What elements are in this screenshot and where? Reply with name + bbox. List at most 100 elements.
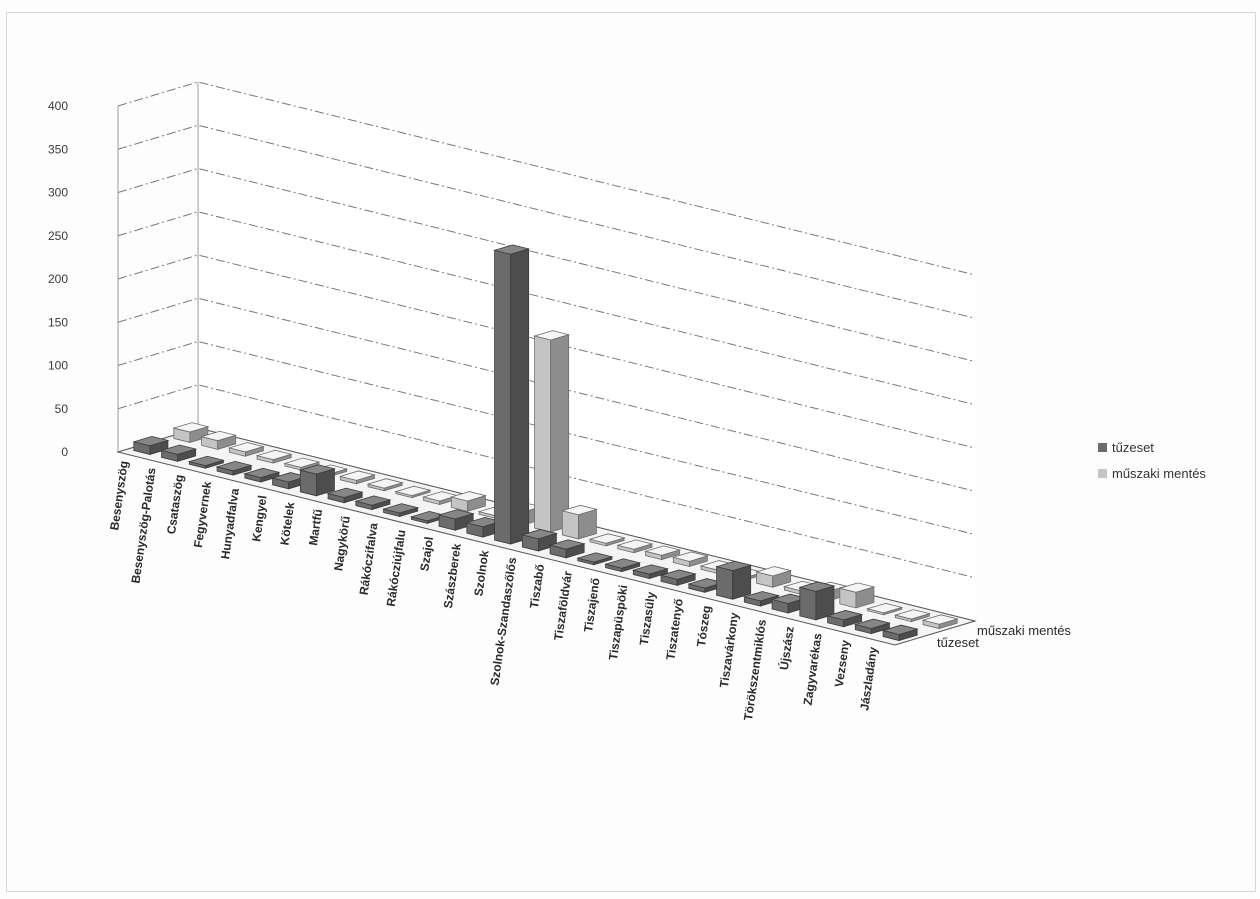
bar-tuzeset-top: [826, 610, 864, 621]
legend-label-series-1: tűzeset: [1112, 439, 1154, 455]
gridline: [117, 254, 976, 449]
gridline: [117, 167, 976, 362]
legend: tűzeset műszaki mentés: [1098, 434, 1206, 486]
bar-muszaki-top: [366, 478, 404, 489]
category-label: Fegyvernek: [191, 480, 214, 548]
category-label: Tiszapüspöki: [606, 584, 630, 661]
gridline: [117, 340, 976, 535]
category-label: Vezseny: [832, 639, 853, 688]
bar-tuzeset-front: [494, 249, 512, 545]
y-tick-label: 300: [48, 186, 68, 200]
category-label: Kötelek: [277, 501, 297, 546]
category-label: Rákócziújfalu: [384, 529, 409, 608]
gridline: [117, 297, 976, 492]
category-label: Tiszatenyő: [663, 598, 685, 661]
bar-tuzeset-top: [132, 435, 170, 447]
bar-tuzeset-top: [243, 467, 281, 479]
category-label: Újszász: [776, 625, 797, 671]
bar-tuzeset-top: [437, 509, 475, 520]
y-tick-label: 100: [48, 359, 68, 373]
bar-tuzeset-top: [520, 529, 558, 540]
bar-muszaki-top: [644, 545, 682, 556]
bar-muszaki-top: [172, 422, 210, 433]
bar-muszaki-top: [616, 539, 654, 550]
bar-tuzeset-top: [715, 560, 753, 572]
bar-tuzeset-top: [853, 618, 891, 629]
bar-tuzeset-top: [881, 624, 919, 635]
legend-swatch-series-2: [1098, 468, 1107, 478]
bar-tuzeset-top: [631, 564, 669, 575]
bar-muszaki-top: [533, 330, 571, 341]
y-tick-label: 350: [48, 142, 68, 156]
bar-tuzeset-front: [299, 469, 317, 497]
bar-tuzeset-top: [576, 552, 614, 563]
category-label: Nagykörű: [331, 515, 353, 572]
bar-muszaki-top: [255, 449, 293, 461]
gridline: [117, 81, 976, 276]
bar-tuzeset-top: [326, 487, 364, 498]
bar-tuzeset-side: [732, 564, 752, 600]
y-tick-label: 50: [55, 402, 69, 416]
bar-tuzeset-front: [716, 566, 734, 600]
category-label: Rákóczifalva: [357, 522, 381, 596]
legend-item-series-1: tűzeset: [1098, 434, 1206, 460]
bar-muszaki-side: [550, 334, 570, 533]
bar-muszaki-top: [394, 485, 432, 497]
bar-muszaki-front: [561, 510, 579, 540]
bar-muszaki-top: [866, 602, 904, 614]
category-label: Zagyvarékas: [801, 632, 825, 706]
bar-muszaki-top: [338, 470, 376, 481]
bar-muszaki-top: [227, 442, 265, 453]
bar-muszaki-top: [671, 551, 709, 562]
category-label: Tiszaföldvár: [551, 570, 575, 641]
bar-muszaki-top: [283, 457, 321, 468]
bar-muszaki-top: [449, 491, 487, 502]
gridline: [117, 124, 976, 319]
y-tick-label: 0: [61, 445, 68, 459]
legend-swatch-series-1: [1098, 442, 1107, 452]
bar-tuzeset-top: [604, 558, 642, 569]
bar-muszaki-top: [755, 566, 793, 577]
y-tick-label: 150: [48, 315, 68, 329]
category-label: Törökszentmiklós: [741, 618, 769, 721]
category-label: Tiszajenő: [581, 577, 602, 633]
bar-muszaki-top: [838, 582, 876, 593]
category-label: Szolnok-Szandaszőlős: [487, 556, 519, 686]
category-label: Jászladány: [857, 646, 880, 712]
bar-tuzeset-top: [742, 591, 780, 602]
category-label: Besenyszög-Palotás: [128, 466, 158, 584]
category-label: Besenyszög: [107, 460, 131, 531]
category-label: Martfű: [306, 508, 325, 546]
category-label: Szászberek: [441, 542, 464, 609]
bar-muszaki-top: [588, 533, 626, 544]
category-label: Kengyel: [249, 494, 269, 542]
bar-muszaki-top: [200, 430, 238, 442]
bar-tuzeset-top: [298, 464, 336, 475]
bar-muszaki-top: [921, 614, 959, 625]
bar-tuzeset-top: [548, 539, 586, 550]
bar-tuzeset-top: [382, 503, 420, 514]
gridline: [117, 211, 976, 406]
bar-muszaki-top: [893, 609, 931, 620]
y-tick-label: 250: [48, 229, 68, 243]
bar-tuzeset-top: [493, 244, 531, 255]
bar-tuzeset-top: [160, 444, 198, 455]
chart-frame: [6, 12, 1256, 892]
bar-tuzeset-top: [187, 455, 225, 467]
bar-tuzeset-top: [659, 569, 697, 580]
gridline: [117, 384, 976, 579]
category-label: Szajol: [417, 536, 436, 572]
bar-muszaki-top: [560, 504, 598, 516]
bar-tuzeset-top: [798, 581, 836, 592]
category-label: Csataszög: [164, 474, 186, 535]
y-tick-label: 400: [48, 99, 68, 113]
y-tick-label: 200: [48, 272, 68, 286]
bar-tuzeset-top: [354, 495, 392, 506]
bar-tuzeset-front: [799, 586, 817, 621]
category-label: Hunyadfalva: [218, 487, 242, 560]
depth-label: műszaki mentés: [977, 623, 1071, 638]
category-label: Tiszasüly: [637, 591, 658, 647]
category-label: Tószeg: [694, 605, 714, 648]
bar-tuzeset-top: [215, 460, 253, 472]
